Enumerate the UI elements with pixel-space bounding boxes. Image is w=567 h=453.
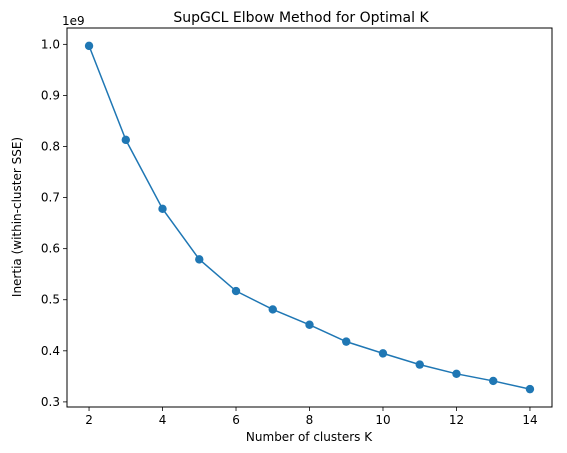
y-offset-label: 1e9 <box>62 14 85 28</box>
y-tick-label: 1.0 <box>41 37 60 51</box>
data-point-k11 <box>415 360 424 369</box>
x-axis-ticks: 2 4 6 8 10 12 14 <box>85 407 538 427</box>
x-tick-label: 14 <box>522 413 537 427</box>
data-point-k2 <box>84 41 94 51</box>
plot-area <box>84 41 535 394</box>
y-tick-label: 0.6 <box>41 242 60 256</box>
data-point-k14 <box>525 384 535 394</box>
data-point-k10 <box>378 349 388 358</box>
x-axis-label: Number of clusters K <box>246 430 373 444</box>
data-point-k12 <box>452 369 461 378</box>
y-tick-label: 0.9 <box>41 88 60 102</box>
y-tick-label: 0.4 <box>41 344 60 358</box>
y-tick-label: 0.5 <box>41 293 60 307</box>
data-point-k4 <box>158 204 167 214</box>
data-point-k13 <box>489 376 498 386</box>
data-point-k3 <box>121 135 130 145</box>
x-tick-label: 8 <box>306 413 314 427</box>
axes-frame <box>66 27 553 408</box>
x-tick-label: 6 <box>232 413 240 427</box>
y-tick-label: 0.7 <box>41 191 60 205</box>
data-point-k6 <box>231 286 241 296</box>
data-point-k5 <box>195 255 204 264</box>
x-tick-label: 12 <box>449 413 464 427</box>
x-tick-label: 10 <box>375 413 390 427</box>
x-tick-label: 2 <box>85 413 93 427</box>
chart-title: SupGCL Elbow Method for Optimal K <box>173 10 429 26</box>
y-axis-ticks: 0.3 0.4 0.5 0.6 0.7 0.8 0.9 1.0 <box>41 37 67 409</box>
y-tick-label: 0.3 <box>41 395 60 409</box>
x-tick-label: 4 <box>159 413 167 427</box>
data-point-k9 <box>342 337 351 346</box>
data-point-k7 <box>268 305 277 314</box>
series-line <box>88 45 531 390</box>
y-tick-label: 0.8 <box>41 140 60 154</box>
y-axis-label: Inertia (within-cluster SSE) <box>10 137 24 297</box>
data-point-k8 <box>305 320 314 329</box>
